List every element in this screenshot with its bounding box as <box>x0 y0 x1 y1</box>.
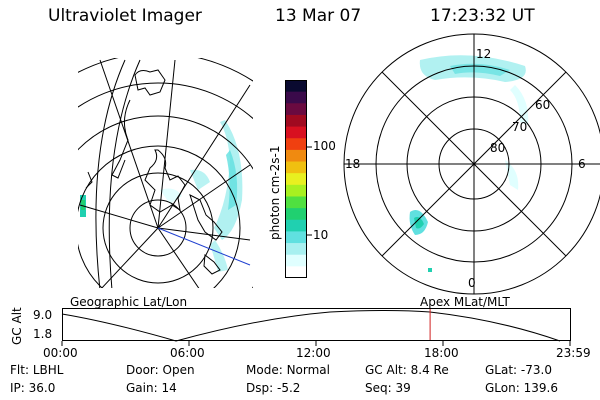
colorbar-segment <box>285 266 307 279</box>
timeline-tick-0600: 06:00 <box>170 346 205 360</box>
colorbar-segment <box>285 219 307 233</box>
mlt-label-0: 0 <box>468 276 476 290</box>
altitude-timeline <box>61 308 571 346</box>
color-bar <box>285 80 312 279</box>
timeline-tick-0000: 00:00 <box>43 346 78 360</box>
info-glon: GLon: 139.6 <box>485 381 558 395</box>
info-ip: IP: 36.0 <box>10 381 56 395</box>
colorbar-tick-100: 100 <box>313 139 336 153</box>
time-label: 17:23:32 UT <box>430 6 535 26</box>
timeline-ymax: 9.0 <box>33 308 53 322</box>
mlt-label-6: 6 <box>578 157 586 171</box>
terminator-line <box>157 227 251 266</box>
colorbar-segment <box>285 80 307 93</box>
info-dsp: Dsp: -5.2 <box>246 381 301 395</box>
mlat-label-80: 80 <box>490 141 506 155</box>
colorbar-segment <box>285 173 307 186</box>
polar-map <box>343 33 600 295</box>
date-label: 13 Mar 07 <box>275 6 362 26</box>
mlat-label-70: 70 <box>512 120 528 134</box>
timeline-tick-1800: 18:00 <box>424 346 459 360</box>
timeline-tick-1200: 12:00 <box>296 346 331 360</box>
mlt-label-18: 18 <box>345 157 361 171</box>
instrument-title: Ultraviolet Imager <box>48 6 202 26</box>
colorbar-tick-10: 10 <box>313 228 329 242</box>
info-gc-alt: GC Alt: 8.4 Re <box>365 363 449 377</box>
altitude-curve <box>61 310 561 342</box>
mlat-label-60: 60 <box>535 98 551 112</box>
info-flt: Flt: LBHL <box>10 363 64 377</box>
colorbar-segment <box>285 231 307 244</box>
colorbar-segment <box>285 126 307 139</box>
polar-map-label: Apex MLat/MLT <box>420 295 510 309</box>
info-mode: Mode: Normal <box>246 363 330 377</box>
timeline-ylabel: GC Alt <box>10 307 24 345</box>
colorbar-segment <box>285 208 307 221</box>
colorbar-segment <box>285 91 307 104</box>
mlt-label-12: 12 <box>476 47 492 61</box>
colorbar-segment <box>285 196 307 209</box>
colorbar-segment <box>285 114 307 128</box>
colorbar-segment <box>285 161 307 174</box>
colorbar-segment <box>285 138 307 151</box>
geographic-map-label: Geographic Lat/Lon <box>70 295 188 309</box>
geographic-map <box>78 58 253 288</box>
info-gain: Gain: 14 <box>126 381 177 395</box>
info-door: Door: Open <box>126 363 195 377</box>
info-glat: GLat: -73.0 <box>485 363 552 377</box>
timeline-ymin: 1.8 <box>33 327 53 341</box>
colorbar-segment <box>285 149 307 163</box>
timeline-tick-2359: 23:59 <box>556 346 591 360</box>
colorbar-segment <box>285 254 307 267</box>
info-seq: Seq: 39 <box>365 381 411 395</box>
colorbar-segment <box>285 243 307 256</box>
colorbar-unit-label: photon cm-2s-1 <box>268 145 282 241</box>
colorbar-segment <box>285 103 307 116</box>
colorbar-segment <box>285 184 307 198</box>
